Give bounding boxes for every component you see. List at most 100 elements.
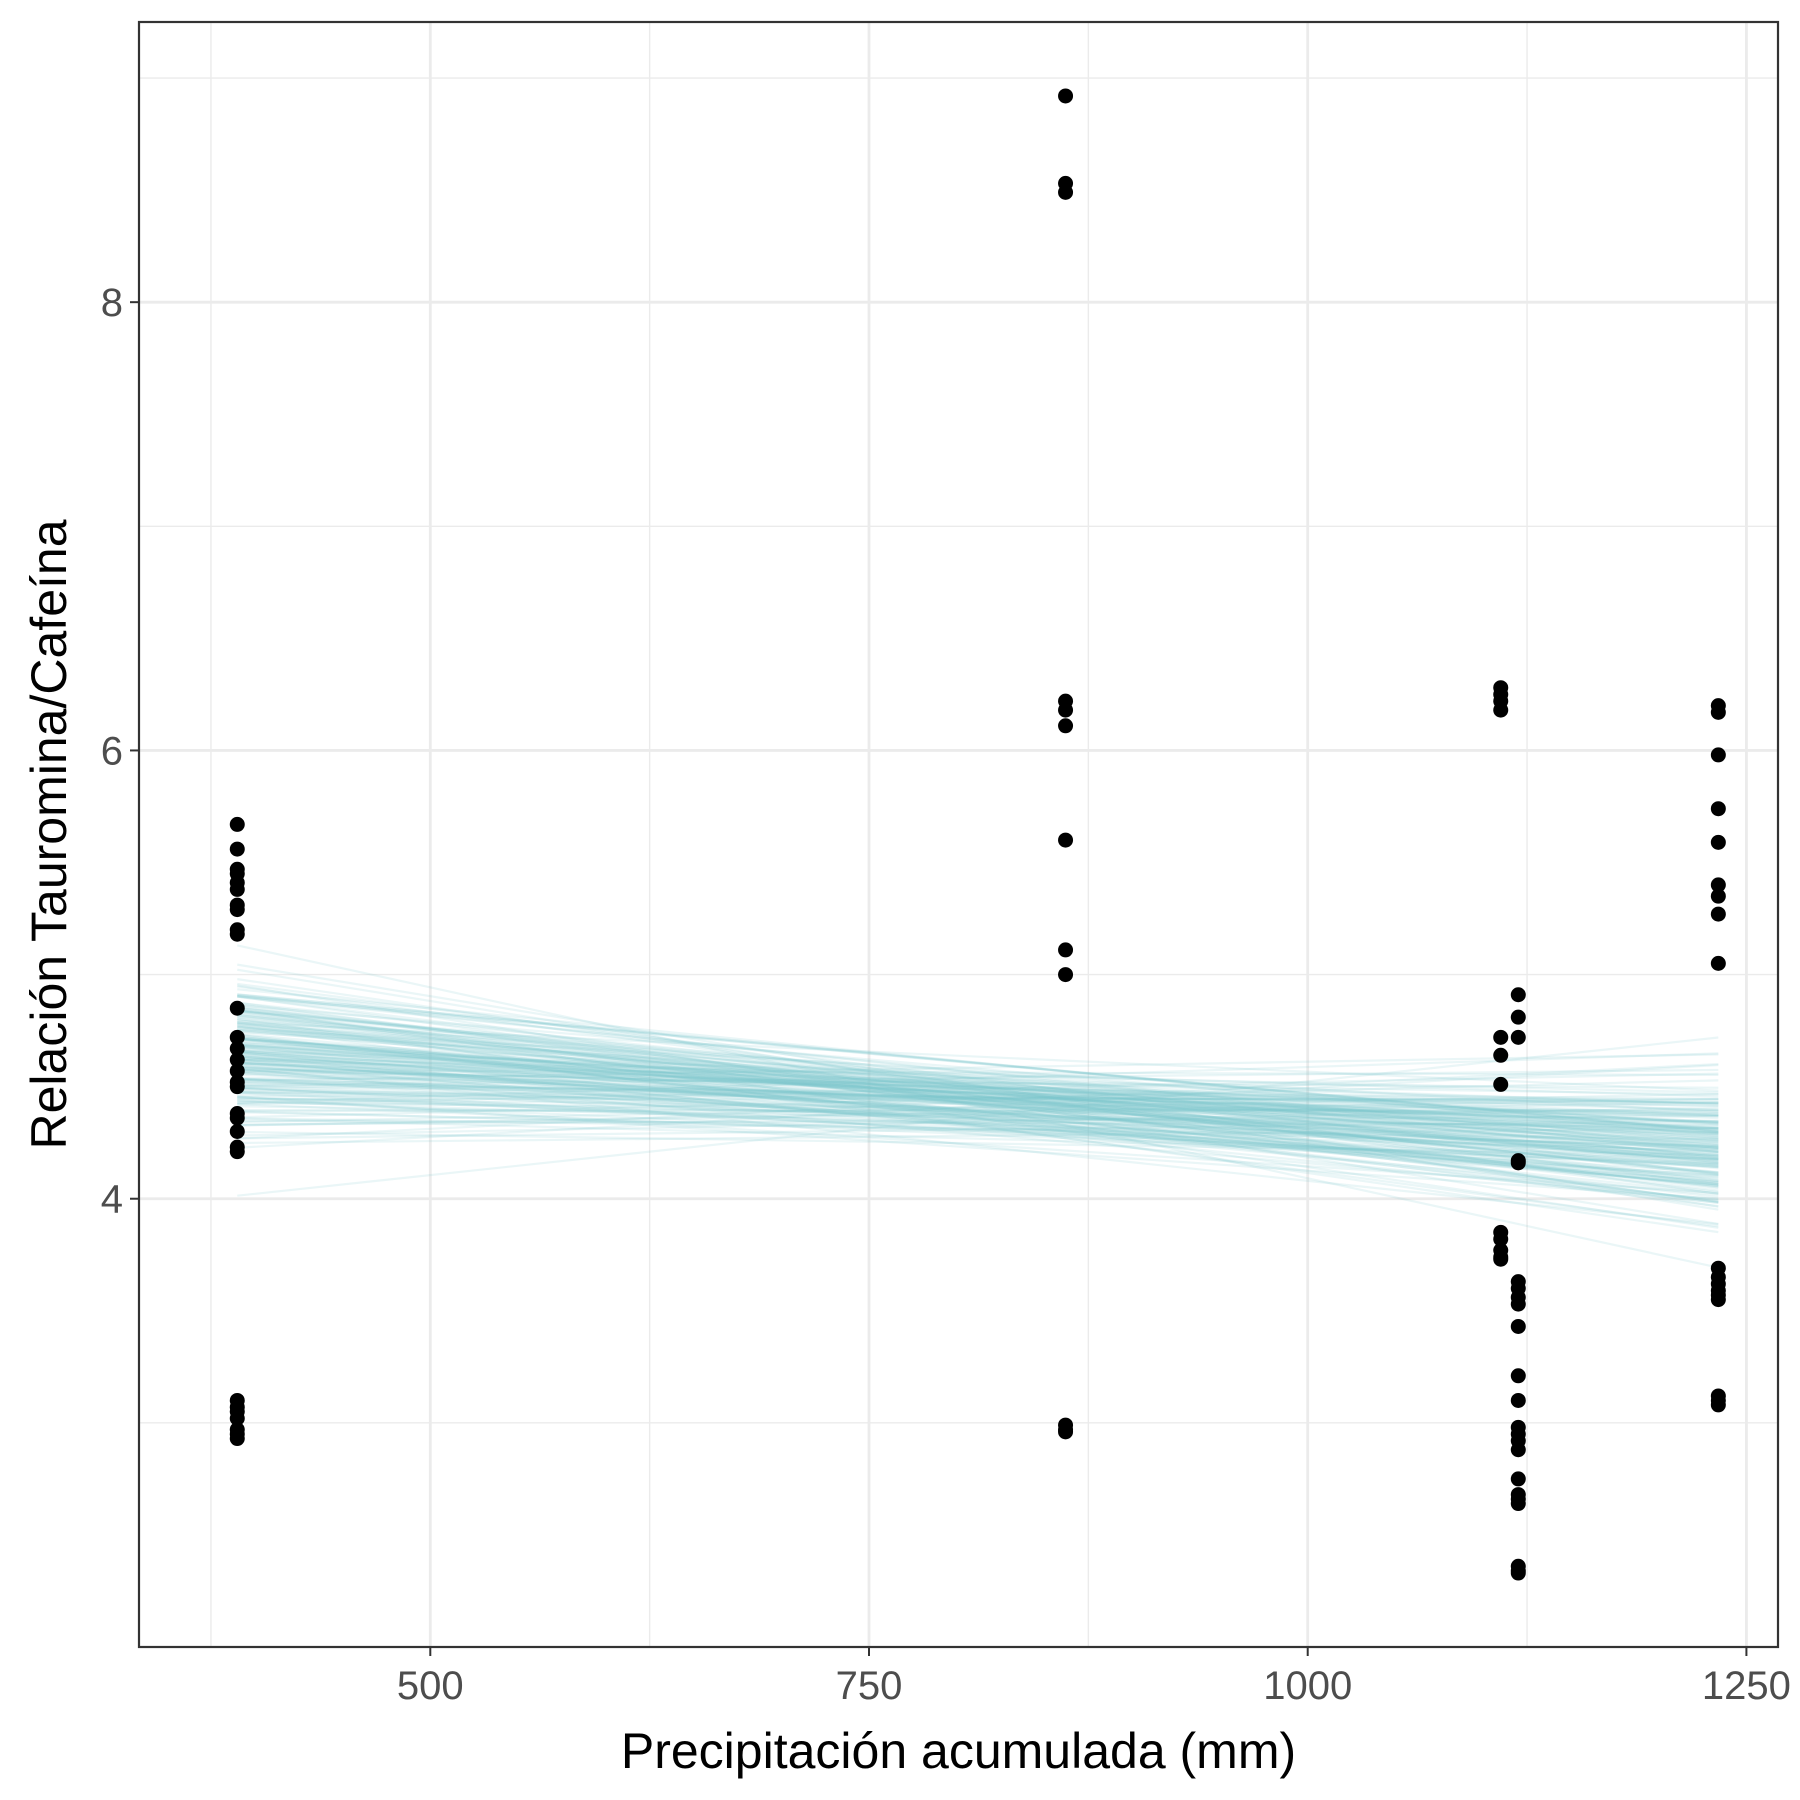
regression-line [237, 1095, 1719, 1153]
data-point [1710, 1292, 1726, 1308]
regression-line [237, 1043, 1719, 1157]
data-point [1058, 832, 1074, 848]
regression-line [237, 1012, 1719, 1192]
data-point [1493, 702, 1509, 718]
regression-line [237, 1028, 1719, 1164]
regression-line [237, 1052, 1719, 1104]
regression-line [237, 1053, 1719, 1116]
regression-line [237, 1037, 1719, 1163]
regression-line [237, 1038, 1719, 1188]
data-point [1710, 747, 1726, 763]
data-point [1510, 1368, 1526, 1384]
data-point [1510, 1442, 1526, 1458]
axis-ticks [130, 301, 1748, 1656]
regression-line [237, 993, 1719, 1153]
data-point [229, 1052, 245, 1068]
regression-line [237, 1087, 1719, 1150]
regression-line [237, 1049, 1719, 1186]
regression-line [237, 1058, 1719, 1105]
regression-line [237, 1007, 1719, 1229]
regression-line [237, 1056, 1719, 1120]
x-tick-label: 500 [397, 1664, 464, 1708]
regression-line [237, 984, 1719, 1226]
regression-line [237, 1106, 1719, 1137]
regression-line [237, 1055, 1719, 1184]
regression-line [237, 1078, 1719, 1117]
regression-line [237, 1037, 1719, 1148]
regression-line [237, 1055, 1719, 1143]
regression-line [237, 1110, 1719, 1152]
regression-line [237, 995, 1719, 1182]
regression-line [237, 1037, 1719, 1161]
regression-line [237, 1053, 1719, 1155]
regression-line [237, 1043, 1719, 1130]
regression-line [237, 1050, 1719, 1106]
regression-line [237, 1103, 1719, 1166]
regression-line [237, 1058, 1719, 1117]
regression-line [237, 1090, 1719, 1118]
regression-line [237, 1046, 1719, 1160]
data-point [229, 1029, 245, 1045]
regression-line [237, 1081, 1719, 1123]
data-point [1510, 1392, 1526, 1408]
data-point [229, 1000, 245, 1016]
regression-line [237, 1127, 1719, 1145]
regression-line [237, 1042, 1719, 1130]
regression-line [237, 1048, 1719, 1139]
minor-gridlines [139, 22, 1778, 1647]
regression-line [237, 1091, 1719, 1169]
regression-line [237, 1068, 1719, 1108]
regression-line [237, 1022, 1719, 1135]
regression-line [237, 1092, 1719, 1168]
regression-line [237, 1041, 1719, 1133]
data-point [229, 816, 245, 832]
regression-line [237, 1009, 1719, 1143]
regression-line [237, 1051, 1719, 1180]
regression-line [237, 1117, 1719, 1160]
regression-line [237, 1033, 1719, 1204]
data-point [229, 841, 245, 857]
regression-line [237, 1030, 1719, 1125]
regression-line [237, 1077, 1719, 1124]
regression-line [237, 1108, 1719, 1112]
regression-line [237, 1034, 1719, 1202]
regression-line [237, 1044, 1719, 1150]
regression-line [237, 1001, 1719, 1203]
data-point [1710, 877, 1726, 893]
tick-labels: 500 750 1000 1250 4 6 8 [101, 281, 1791, 1708]
data-point [1710, 801, 1726, 817]
regression-line [237, 1061, 1719, 1161]
regression-line [237, 1061, 1719, 1149]
regression-line [237, 1059, 1719, 1186]
y-tick-label: 8 [101, 281, 123, 325]
x-tick-label: 1250 [1702, 1664, 1791, 1708]
regression-line [237, 1009, 1719, 1159]
regression-line [237, 1071, 1719, 1179]
regression-line [237, 1017, 1719, 1175]
regression-line [237, 1028, 1719, 1145]
regression-line [237, 978, 1719, 1196]
regression-line [237, 1080, 1719, 1117]
regression-line [237, 1003, 1719, 1184]
regression-line [237, 1097, 1719, 1127]
regression-line [237, 1045, 1719, 1147]
data-point [229, 902, 245, 918]
regression-line [237, 1009, 1719, 1154]
regression-lines-group [237, 944, 1719, 1269]
data-points-group [229, 88, 1726, 1581]
regression-line [237, 1019, 1719, 1189]
regression-line [237, 1101, 1719, 1127]
regression-line [237, 1102, 1719, 1115]
regression-line [237, 1050, 1719, 1158]
regression-line [237, 1105, 1719, 1130]
regression-line [237, 1051, 1719, 1135]
data-point [1058, 718, 1074, 734]
regression-line [237, 1006, 1719, 1177]
regression-line [237, 1065, 1719, 1155]
regression-line [237, 1082, 1719, 1104]
regression-line [237, 1038, 1719, 1135]
regression-line [237, 1094, 1719, 1102]
regression-line [237, 944, 1719, 1269]
regression-line [237, 1062, 1719, 1186]
